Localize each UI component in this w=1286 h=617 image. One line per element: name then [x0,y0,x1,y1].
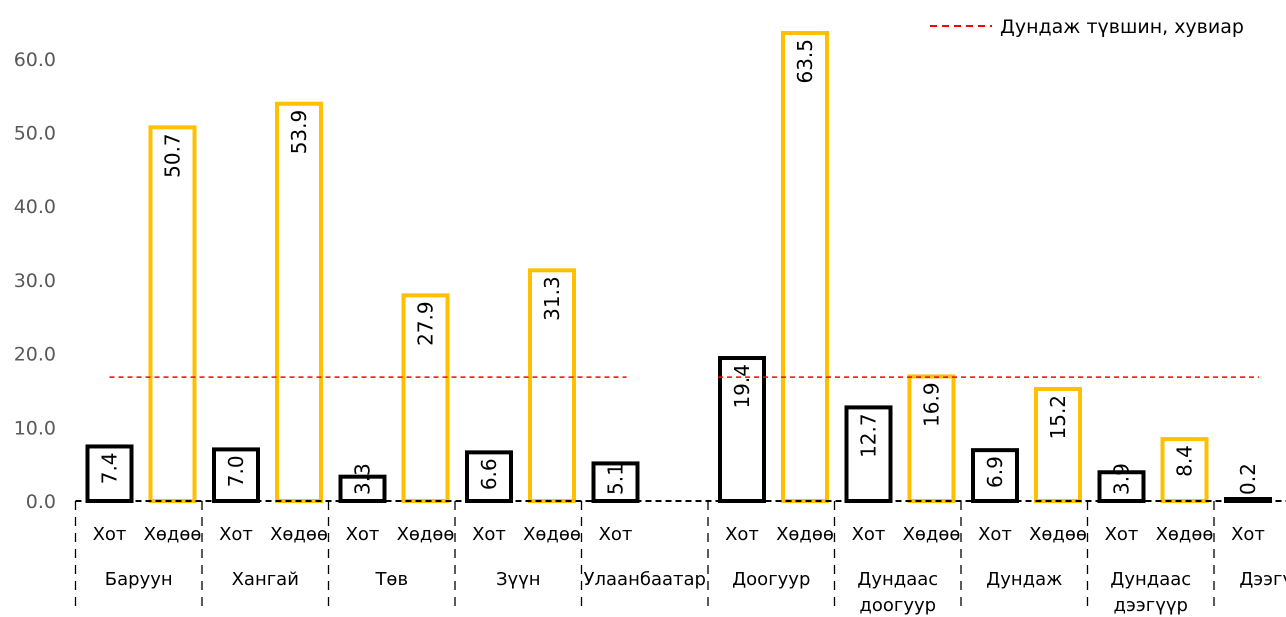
group-label: Дундаж [986,569,1062,590]
y-tick-label: 20.0 [14,344,56,366]
category-label: Хот [599,524,633,545]
city-bar [465,450,513,503]
group-label: Доогуур [732,569,810,590]
city-bar [718,356,766,503]
legend: Дундаж түвшин, хувиар [930,16,1244,38]
rural-bar [528,268,576,503]
category-label: Хот [346,524,380,545]
bar-value-label: 16.9 [920,382,944,427]
bar-value-label: 3.9 [1110,463,1134,495]
city-bar [971,448,1019,504]
category-label: Хот [219,524,253,545]
legend-label: Дундаж түвшин, хувиар [1000,16,1244,38]
y-tick-label: 50.0 [14,123,56,145]
rural-bar [907,374,956,503]
bar-value-label: 12.7 [857,413,881,458]
category-label: Хот [1105,524,1139,545]
y-tick-label: 10.0 [14,417,56,439]
rural-bar [401,293,450,504]
x-axis: Хот Хөдөө Баруун Хот Хөдөө Хангай Хот Хөдөө Төв Х… [74,500,1286,616]
bar-value-label: 31.3 [540,276,564,321]
category-label: Хот [472,524,506,545]
bar-value-label: 50.7 [161,133,185,178]
group-label: Дундаас доогуур [857,569,938,616]
y-tick-label: 0.0 [26,491,56,513]
city-bar [212,447,260,504]
y-tick-label: 40.0 [14,196,56,218]
category-label: Хөдөө [523,524,581,545]
city-bar [338,474,387,503]
bar-value-label: 63.5 [793,39,817,84]
category-label: Хөдөө [1029,524,1087,545]
bars: 7.4 50.7 7.0 53.9 3.3 27.9 6.6 31.3 5.1 19.4 63.5 1… [85,31,1272,504]
bar-value-label: 6.9 [983,456,1007,488]
bar-value-label: 3.3 [351,463,375,495]
city-bar [591,461,640,503]
rural-bar [781,31,829,503]
category-label: Хөдөө [776,524,834,545]
bar-value-label: 53.9 [287,110,311,155]
group-label: Дундаас дээгүүр [1110,569,1191,616]
category-label: Хот [978,524,1012,545]
group-label: Төв [374,569,408,590]
bar-value-label: 8.4 [1173,445,1197,477]
city-bar [844,405,893,503]
category-label: Хөдөө [1156,524,1214,545]
bar-value-label: 15.2 [1046,395,1070,440]
y-tick-label: 30.0 [14,270,56,292]
bar-value-label: 7.0 [224,455,248,487]
group-label: Зүүн [496,569,541,590]
category-label: Хөдөө [397,524,455,545]
bar-value-label: 7.4 [98,452,122,484]
rural-bar [148,125,197,503]
city-bar [85,444,134,504]
category-label: Хөдөө [144,524,202,545]
category-label: Хот [1231,524,1265,545]
rural-bar [1034,386,1082,504]
bar-value-label: 6.6 [477,458,501,490]
y-tick-label: 60.0 [14,49,56,71]
bar-value-label: 5.1 [604,463,628,495]
category-label: Хөдөө [270,524,328,545]
bar-value-label: 27.9 [414,301,438,346]
bar-value-label: 0.2 [1236,463,1260,495]
rural-bar [1160,437,1209,504]
group-label: Дээгүүр [1239,569,1286,590]
rural-bar [275,101,323,504]
category-label: Хот [852,524,886,545]
group-label: Улаанбаатар [584,569,706,590]
group-label: Хангай [232,569,299,590]
category-label: Хот [93,524,127,545]
y-axis: 0.0 10.0 20.0 30.0 40.0 50.0 60.0 [14,49,56,513]
category-label: Хөдөө [903,524,961,545]
group-label: Баруун [105,569,173,590]
category-label: Хот [725,524,759,545]
bar-value-label: 19.4 [730,364,754,409]
